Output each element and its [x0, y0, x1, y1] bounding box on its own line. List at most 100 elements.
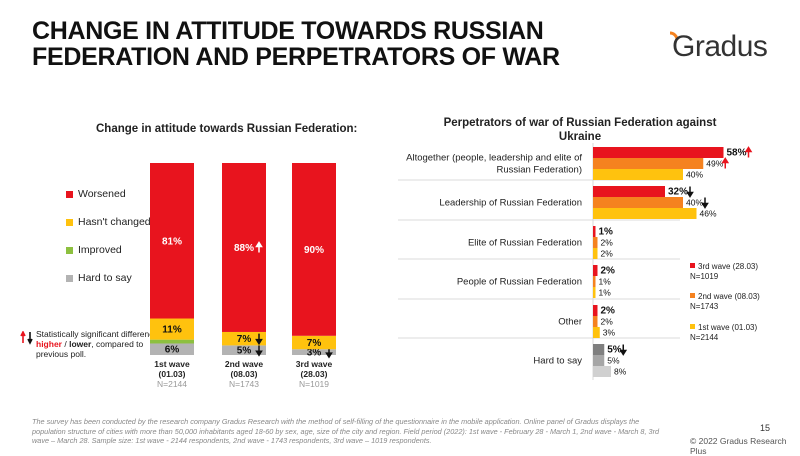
bar-segment: [150, 318, 194, 340]
bar-label: 49%: [706, 159, 723, 169]
legend-1st-wave: 1st wave (01.03) N=2144: [690, 323, 757, 343]
bar: [593, 208, 697, 219]
bar-label: 3%: [603, 328, 616, 338]
bar: [593, 186, 665, 197]
legend-swatch: [66, 274, 73, 282]
category-label: 1st wave: [154, 359, 190, 369]
bar-label: 32%: [668, 187, 688, 198]
bar: [593, 316, 598, 327]
significance-arrows-icon: [20, 331, 33, 345]
sig-suffix: , compared to previous poll.: [36, 339, 144, 359]
sig-prefix: Statistically significant differences: [36, 329, 163, 339]
bar-label: 2%: [601, 306, 616, 317]
category-date: (28.03): [301, 369, 328, 379]
legend-swatch: [690, 324, 695, 329]
bar: [593, 276, 596, 287]
legend-label: 2nd wave (08.03): [698, 292, 760, 301]
category-label: Leadership of Russian Federation: [439, 198, 582, 209]
sig-lower: lower: [69, 339, 92, 349]
significance-arrow-icon: [255, 241, 263, 253]
category-n: N=2144: [157, 379, 187, 389]
bar-label: 8%: [614, 367, 627, 377]
legend-worsened: Worsened: [66, 188, 126, 200]
bar: [593, 265, 598, 276]
bar: [593, 237, 598, 248]
legend-hard-to-say: Hard to say: [66, 272, 132, 284]
bar-label: 2%: [601, 249, 614, 259]
bar-label: 46%: [700, 209, 717, 219]
significance-arrow-icon: [721, 157, 730, 169]
category-label: Altogether (people, leadership and elite…: [406, 153, 582, 164]
bar-label: 1%: [599, 277, 612, 287]
significance-arrow-icon: [701, 197, 709, 209]
category-label: Hard to say: [533, 356, 582, 367]
bar: [593, 305, 598, 316]
legend-3rd-wave: 3rd wave (28.03) N=1019: [690, 262, 758, 282]
legend-swatch: [690, 263, 695, 268]
bar-label: 5%: [607, 356, 620, 366]
page-number: 15: [760, 423, 771, 433]
legend-n: N=1743: [690, 302, 719, 311]
bar: [593, 158, 704, 169]
logo-text: Gradus: [672, 30, 768, 63]
right-chart-title: Perpetrators of war of Russian Federatio…: [443, 117, 717, 143]
category-label: 3rd wave: [296, 359, 333, 369]
bar-label: 88%: [234, 243, 254, 254]
bar-segment: [150, 343, 194, 355]
legend-2nd-wave: 2nd wave (08.03) N=1743: [690, 292, 760, 312]
bar: [593, 287, 596, 298]
legend-improved: Improved: [66, 244, 122, 256]
bar-label: 3%: [307, 348, 322, 359]
bar-segment: [292, 349, 336, 355]
bar: [593, 226, 596, 237]
bar-label: 40%: [686, 198, 703, 208]
left-chart-title: Change in attitude towards Russian Feder…: [96, 123, 358, 135]
copyright: © 2022 Gradus Research Plus: [690, 436, 787, 456]
slide-title: CHANGE IN ATTITUDE TOWARDS RUSSIAN FEDER…: [32, 17, 560, 71]
significance-arrow-icon: [744, 146, 753, 158]
sig-sep: /: [61, 339, 70, 349]
legend-label: Improved: [78, 244, 122, 256]
category-label: 2nd wave: [225, 359, 264, 369]
bar-label: 1%: [599, 227, 614, 238]
category-date: (08.03): [231, 369, 258, 379]
bar-segment: [222, 331, 266, 346]
footnote: The survey has been conducted by the res…: [32, 417, 660, 445]
category-label: Elite of Russian Federation: [468, 238, 582, 249]
bar: [593, 366, 611, 377]
bar-label: 2%: [601, 266, 616, 277]
legend-label: Worsened: [78, 188, 126, 200]
bar-label: 6%: [165, 345, 180, 356]
sig-higher: higher: [36, 339, 62, 349]
legend-label: Hasn't changed: [78, 216, 151, 228]
category-label: Russian Federation): [496, 165, 582, 176]
legend-swatch: [66, 218, 73, 226]
category-n: N=1743: [229, 379, 259, 389]
legend-swatch: [690, 293, 695, 298]
bar-label: 1%: [599, 288, 612, 298]
bar: [593, 169, 683, 180]
category-label: Other: [558, 317, 582, 328]
bar-label: 90%: [304, 245, 324, 256]
legend-n: N=1019: [690, 272, 719, 281]
bar-segment: [150, 163, 194, 319]
legend-label: Hard to say: [78, 272, 132, 284]
bar: [593, 248, 598, 259]
logo-mark-icon: [669, 31, 679, 41]
bar-segment: [292, 163, 336, 336]
bar-label: 5%: [237, 346, 252, 357]
category-label: People of Russian Federation: [457, 277, 582, 288]
bar-segment: [222, 345, 266, 355]
significance-arrow-icon: [686, 186, 694, 198]
significance-arrow-icon: [255, 345, 263, 357]
bar-segment: [150, 339, 194, 344]
legend-n: N=2144: [690, 333, 719, 342]
legend-label: 1st wave (01.03): [698, 323, 758, 332]
bar-label: 7%: [237, 334, 252, 345]
bar: [593, 344, 605, 355]
legend-swatch: [66, 190, 73, 198]
significance-arrow-icon: [255, 333, 263, 346]
bar-label: 40%: [686, 170, 703, 180]
bar-label: 7%: [307, 338, 322, 349]
